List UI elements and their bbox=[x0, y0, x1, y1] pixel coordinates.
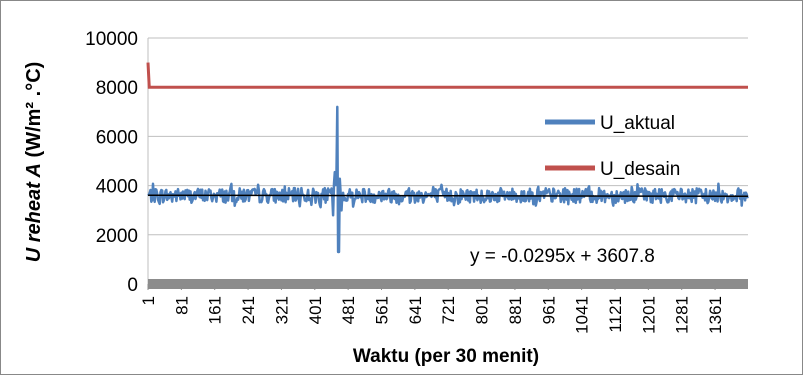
x-tick-label: 801 bbox=[473, 296, 492, 324]
x-tick-label: 641 bbox=[406, 296, 425, 324]
x-tick-label: 1361 bbox=[706, 296, 725, 334]
x-tick-label: 321 bbox=[272, 296, 291, 324]
x-tick-label: 961 bbox=[539, 296, 558, 324]
series-line-u-desain bbox=[146, 62, 748, 89]
x-tick-label: 81 bbox=[172, 296, 191, 315]
y-axis-label: U reheat A (W/m² .°C) bbox=[23, 62, 45, 263]
y-tick-label: 4000 bbox=[96, 177, 138, 198]
x-tick-label: 1121 bbox=[606, 296, 625, 333]
x-tick-label: 1201 bbox=[639, 296, 658, 334]
trendline-equation: y = -0.0295x + 3607.8 bbox=[470, 246, 655, 267]
y-axis-label-italic: U reheat A bbox=[23, 163, 45, 262]
legend-label-u-desain: U_desain bbox=[600, 159, 680, 180]
y-tick-label: 6000 bbox=[96, 127, 138, 148]
x-tick-label: 1281 bbox=[673, 296, 692, 334]
x-tick-label: 561 bbox=[372, 296, 391, 324]
x-tick-label: 1041 bbox=[573, 296, 592, 334]
x-tick-label: 161 bbox=[206, 296, 225, 324]
y-axis-label-units: (W/m² .°C) bbox=[23, 62, 45, 163]
x-tick-label: 1 bbox=[139, 296, 158, 305]
x-tick-label: 481 bbox=[339, 296, 358, 324]
x-tick-label: 881 bbox=[506, 296, 525, 324]
series-layer bbox=[146, 62, 749, 254]
y-tick-label: 2000 bbox=[96, 226, 138, 247]
y-tick-label: 10000 bbox=[85, 29, 138, 50]
series-line-u-aktual bbox=[147, 105, 749, 254]
x-axis-label: Waktu (per 30 menit) bbox=[353, 346, 539, 367]
legend: U_aktual U_desain bbox=[545, 113, 680, 180]
trendline bbox=[147, 194, 749, 198]
x-tick-labels: 1 81 161 241 321 401 481 561 641 721 801 881 961 1041… bbox=[139, 284, 725, 334]
x-tick-label: 241 bbox=[239, 296, 258, 324]
legend-label-u-aktual: U_aktual bbox=[600, 113, 675, 134]
y-tick-label: 8000 bbox=[96, 78, 138, 99]
y-tick-label: 0 bbox=[127, 275, 138, 296]
y-tick-labels: 0 2000 4000 6000 8000 10000 bbox=[85, 29, 138, 296]
x-tick-label: 721 bbox=[439, 296, 458, 324]
x-tick-label: 401 bbox=[306, 296, 325, 324]
